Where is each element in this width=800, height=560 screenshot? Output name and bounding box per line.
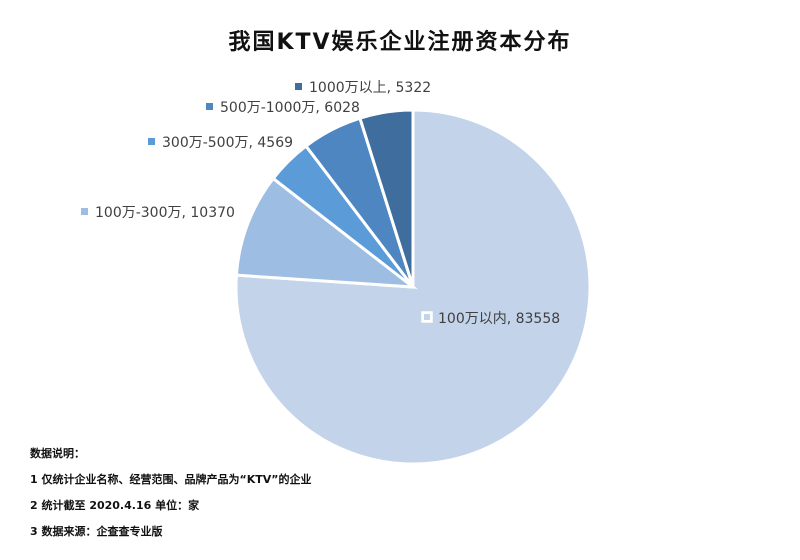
legend-swatch (81, 208, 88, 215)
slice-label-text: 100万以内, 83558 (438, 311, 560, 327)
slice-label-text: 1000万以上, 5322 (309, 80, 431, 96)
slice-label: 500万-1000万, 6028 (206, 100, 360, 116)
note-line-3: 3 数据来源：企查查专业版 (30, 525, 163, 538)
slice-label-text: 500万-1000万, 6028 (220, 100, 360, 116)
slice-label-text: 300万-500万, 4569 (162, 135, 293, 151)
slice-label: 300万-500万, 4569 (148, 135, 293, 151)
pie-slice (358, 108, 415, 288)
pie-slice (234, 176, 418, 289)
slice-label: 1000万以上, 5322 (295, 80, 431, 96)
legend-swatch (295, 83, 302, 90)
slice-label: 100万-300万, 10370 (81, 205, 235, 221)
slice-label: 100万以内, 83558 (421, 311, 560, 327)
note-line-2: 2 统计截至 2020.4.16 单位：家 (30, 499, 200, 512)
data-notes: 数据说明： 1 仅统计企业名称、经营范围、品牌产品为“KTV”的企业 2 统计截… (30, 445, 311, 549)
legend-swatch (148, 138, 155, 145)
notes-heading: 数据说明： (30, 447, 85, 460)
chart-title: 我国KTV娱乐企业注册资本分布 (228, 30, 572, 55)
note-line-1: 1 仅统计企业名称、经营范围、品牌产品为“KTV”的企业 (30, 473, 312, 486)
legend-swatch (206, 103, 213, 110)
legend-swatch-inner (424, 314, 430, 320)
slice-label-text: 100万-300万, 10370 (95, 205, 235, 221)
pie-slice (234, 108, 592, 466)
